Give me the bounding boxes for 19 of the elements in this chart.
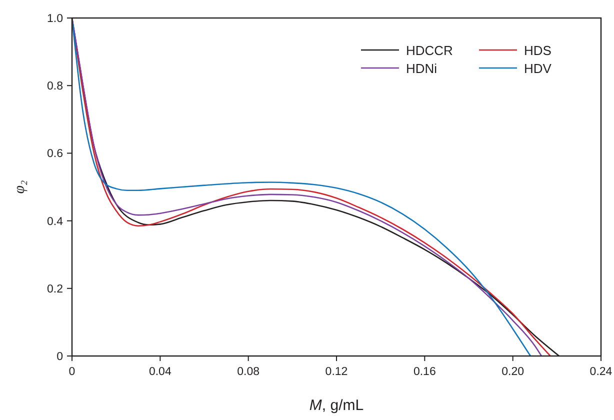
x-tick-label: 0.20 [502,366,524,378]
y-tick-label: 0.6 [47,148,63,160]
y-tick-label: 0.2 [47,283,63,296]
x-tick-label: 0.12 [325,366,348,378]
x-tick-label: 0.24 [590,366,613,378]
x-tick-label: 0.04 [148,366,172,378]
x-tick-label: 0.08 [237,366,260,378]
legend-label: HDV [524,61,552,76]
x-tick-label: 0 [68,366,76,378]
y-tick-label: 0 [56,351,63,363]
y-tick-label: 1.0 [47,13,63,25]
legend-label: HDS [524,43,552,58]
x-axis-title: M, g/mL [309,397,364,414]
x-tick-label: 0.16 [413,366,436,378]
y-tick-label: 0.8 [47,80,63,93]
y-tick-label: 0.4 [47,216,64,228]
legend-label: HDNi [406,61,438,76]
legend-label: HDCCR [406,43,453,58]
y-axis-title: φ₂ [12,180,28,194]
